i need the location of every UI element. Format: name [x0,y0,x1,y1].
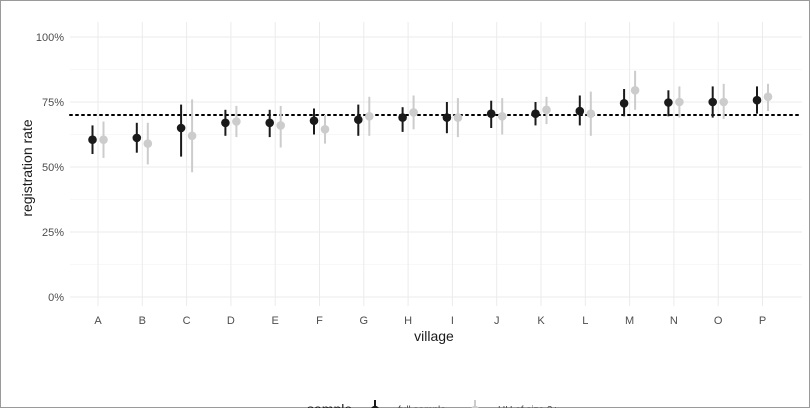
y-tick-label: 75% [42,97,64,109]
data-point [575,106,585,116]
legend-key-point [471,405,479,408]
x-tick-label: A [94,315,102,327]
x-tick-label: N [670,315,678,327]
x-tick-label: B [139,315,146,327]
data-point [354,115,363,124]
x-tick-label: D [227,315,235,327]
axes: 0% 25% 50% 75% 100% A B C D E F G H I J K L M N O P [36,32,766,327]
legend-key-point [371,405,379,408]
data-point [132,133,142,143]
data-point [719,97,728,107]
data-point [265,118,275,128]
data-point [453,113,463,122]
data-point [442,113,452,122]
x-tick-label: L [582,315,588,327]
data-point [486,109,496,118]
data-point [763,92,773,102]
x-tick-label: P [759,315,766,327]
grid-lines [70,22,802,306]
data-point [664,98,673,107]
data-point [542,105,551,115]
data-point [176,123,186,133]
x-tick-label: E [272,315,279,327]
x-tick-label: C [183,315,191,327]
data-point [586,109,596,118]
data-point [752,95,762,105]
data-point [630,86,640,95]
x-tick-label: K [537,315,545,327]
data-point [88,135,97,144]
data-point [309,116,319,126]
legend-label: HH of size 2+ [498,405,558,408]
x-tick-label: M [625,315,634,327]
legend-label: full sample [398,405,446,408]
x-tick-label: G [360,315,369,327]
data-point [99,135,108,144]
y-tick-label: 0% [48,292,64,304]
data-point [320,125,330,134]
x-tick-label: I [451,315,454,327]
y-tick-label: 100% [36,32,64,44]
y-axis-title: registration rate [19,119,35,216]
x-tick-label: J [494,315,500,327]
data-point [187,131,197,141]
data-point [276,121,286,130]
legend-title: sample [307,401,352,408]
data-point [531,109,540,118]
data-point [232,117,241,126]
data-point [497,112,507,121]
data-point [675,97,684,107]
data-point [708,97,717,107]
data-point [409,108,418,117]
x-tick-label: O [714,315,723,327]
data-point [143,139,153,148]
y-tick-label: 50% [42,162,64,174]
legend: sample full sample HH of size 2+ [307,400,558,408]
data-point [365,112,374,121]
data-marks [88,70,773,173]
x-tick-label: F [316,315,323,327]
x-tick-label: H [404,315,412,327]
y-tick-label: 25% [42,227,64,239]
x-axis-title: village [414,328,454,344]
data-point [221,118,230,128]
data-point [619,99,629,108]
data-point [398,113,407,122]
